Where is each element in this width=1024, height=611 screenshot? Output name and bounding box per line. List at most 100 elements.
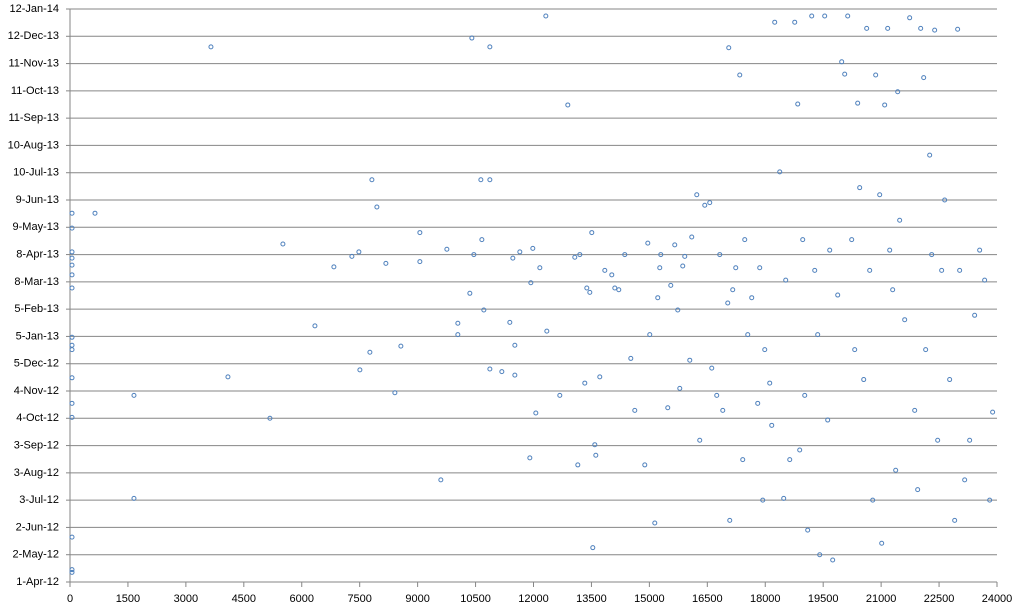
point <box>69 569 75 575</box>
point <box>727 517 733 523</box>
x-tick-label: 15000 <box>634 593 665 605</box>
point <box>602 267 608 273</box>
y-tick-label: 11-Nov-13 <box>8 57 59 69</box>
point <box>852 347 858 353</box>
point <box>517 249 523 255</box>
point <box>69 342 75 348</box>
point <box>575 462 581 468</box>
point <box>835 292 841 298</box>
y-tick-label: 11-Oct-13 <box>11 85 59 97</box>
point <box>772 19 778 25</box>
point <box>69 249 75 255</box>
point <box>69 375 75 381</box>
point <box>932 27 938 33</box>
point <box>787 457 793 463</box>
point <box>69 567 75 573</box>
y-tick-label: 2-Jun-12 <box>16 521 59 533</box>
y-tick-label: 9-Jun-13 <box>16 194 59 206</box>
point <box>740 457 746 463</box>
x-tick-label: 19500 <box>808 593 839 605</box>
point <box>947 377 953 383</box>
point <box>867 267 873 273</box>
point <box>572 254 578 260</box>
point <box>795 101 801 107</box>
point <box>374 204 380 210</box>
point <box>749 295 755 301</box>
point <box>955 26 961 32</box>
point <box>918 25 924 31</box>
point <box>717 252 723 258</box>
point <box>709 365 715 371</box>
point <box>357 367 363 373</box>
point <box>887 247 893 253</box>
point <box>769 422 775 428</box>
point <box>590 545 596 551</box>
point <box>383 260 389 266</box>
point <box>760 497 766 503</box>
point <box>593 452 599 458</box>
point <box>827 247 833 253</box>
point <box>725 300 731 306</box>
point <box>825 417 831 423</box>
point <box>647 332 653 338</box>
point <box>208 44 214 50</box>
point <box>680 263 686 269</box>
point <box>726 45 732 51</box>
point <box>349 253 355 259</box>
y-tick-label: 8-Mar-13 <box>14 276 59 288</box>
point <box>682 253 688 259</box>
point <box>689 234 695 240</box>
x-tick-label: 22500 <box>924 593 955 605</box>
point <box>809 13 815 19</box>
point <box>565 102 571 108</box>
x-tick-label: 3000 <box>174 593 198 605</box>
point <box>857 185 863 191</box>
x-tick-label: 0 <box>67 593 73 605</box>
point <box>544 328 550 334</box>
point <box>873 72 879 78</box>
point <box>805 527 811 533</box>
point <box>972 312 978 318</box>
point <box>879 540 885 546</box>
point <box>438 477 444 483</box>
point <box>528 280 534 286</box>
point <box>609 272 615 278</box>
point <box>478 177 484 183</box>
point <box>467 290 473 296</box>
point <box>839 59 845 65</box>
point <box>870 497 876 503</box>
point <box>622 252 628 258</box>
point <box>225 374 231 380</box>
point <box>69 210 75 216</box>
point <box>697 437 703 443</box>
point <box>487 44 493 50</box>
point <box>628 355 634 361</box>
point <box>677 385 683 391</box>
point <box>792 19 798 25</box>
y-tick-label: 8-Apr-13 <box>16 248 59 260</box>
point <box>897 217 903 223</box>
point <box>657 265 663 271</box>
point <box>417 230 423 236</box>
x-tick-label: 12000 <box>518 593 549 605</box>
point <box>444 246 450 252</box>
point <box>921 75 927 81</box>
point <box>907 15 913 21</box>
point <box>392 390 398 396</box>
point <box>69 534 75 540</box>
point <box>481 307 487 313</box>
point <box>592 442 598 448</box>
x-tick-label: 1500 <box>116 593 140 605</box>
point <box>369 177 375 183</box>
point <box>655 295 661 301</box>
point <box>652 520 658 526</box>
y-tick-label: 3-Sep-12 <box>14 439 59 451</box>
point <box>895 89 901 95</box>
point <box>367 349 373 355</box>
point <box>702 202 708 208</box>
point <box>69 262 75 268</box>
x-tick-label: 24000 <box>982 593 1013 605</box>
point <box>812 267 818 273</box>
point <box>675 307 681 313</box>
point <box>398 343 404 349</box>
